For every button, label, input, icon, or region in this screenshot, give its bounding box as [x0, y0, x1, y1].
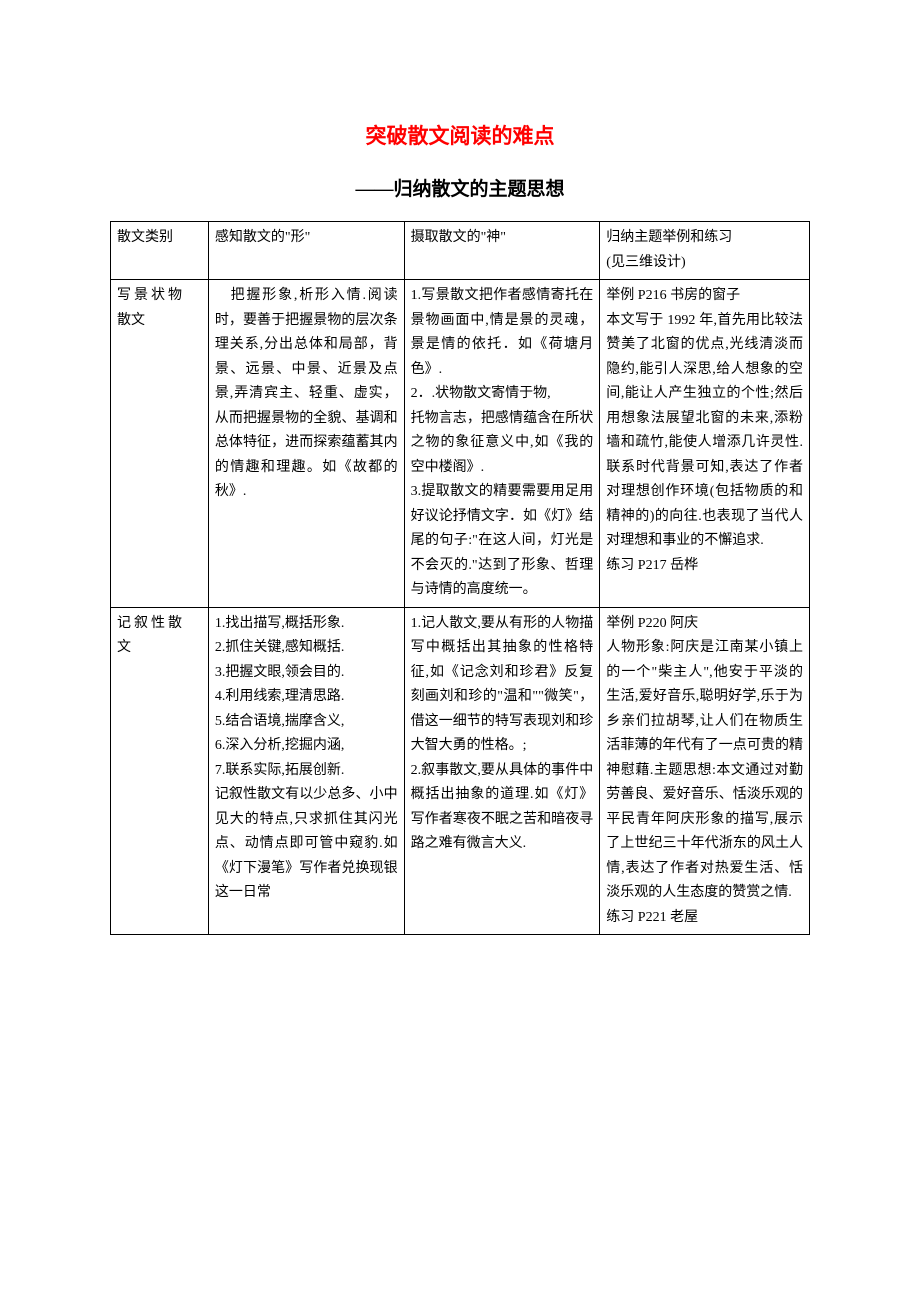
header-cell-shen: 摄取散文的"神"	[404, 222, 600, 280]
cell-xing-2: 1.找出描写,概括形象.2.抓住关键,感知概括.3.把握文眼,领会目的.4.利用…	[208, 607, 404, 935]
header-cell-example: 归纳主题举例和练习 (见三维设计)	[600, 222, 810, 280]
document-subtitle: ——归纳散文的主题思想	[110, 174, 810, 201]
cell-xing-1: 把握形象,析形入情.阅读时，要善于把握景物的层次条理关系,分出总体和局部，背景、…	[208, 280, 404, 608]
cell-example-1: 举例 P216 书房的窗子本文写于 1992 年,首先用比较法赞美了北窗的优点,…	[600, 280, 810, 608]
cell-shen-2: 1.记人散文,要从有形的人物描写中概括出其抽象的性格特征,如《记念刘和珍君》反复…	[404, 607, 600, 935]
table-row: 记叙性散 文 1.找出描写,概括形象.2.抓住关键,感知概括.3.把握文眼,领会…	[111, 607, 810, 935]
table-header-row: 散文类别 感知散文的"形" 摄取散文的"神" 归纳主题举例和练习 (见三维设计)	[111, 222, 810, 280]
content-table: 散文类别 感知散文的"形" 摄取散文的"神" 归纳主题举例和练习 (见三维设计)…	[110, 221, 810, 935]
table-row: 写景状物 散文 把握形象,析形入情.阅读时，要善于把握景物的层次条理关系,分出总…	[111, 280, 810, 608]
cat2-line2: 文	[117, 640, 131, 655]
document-title: 突破散文阅读的难点	[110, 120, 810, 150]
header-cell-category: 散文类别	[111, 222, 209, 280]
cell-category-1: 写景状物 散文	[111, 280, 209, 608]
header-cell-xing: 感知散文的"形"	[208, 222, 404, 280]
header-col4-line2: (见三维设计)	[606, 255, 685, 270]
header-col4-line1: 归纳主题举例和练习	[606, 230, 732, 245]
cat1-line1: 写景状物	[117, 288, 185, 303]
cat1-line2: 散文	[117, 313, 145, 328]
cat2-line1: 记叙性散	[117, 616, 185, 631]
cell-example-2: 举例 P220 阿庆人物形象:阿庆是江南某小镇上的一个"柴主人",他安于平淡的生…	[600, 607, 810, 935]
cell-category-2: 记叙性散 文	[111, 607, 209, 935]
cell-shen-1: 1.写景散文把作者感情寄托在景物画面中,情是景的灵魂，景是情的依托．如《荷塘月色…	[404, 280, 600, 608]
